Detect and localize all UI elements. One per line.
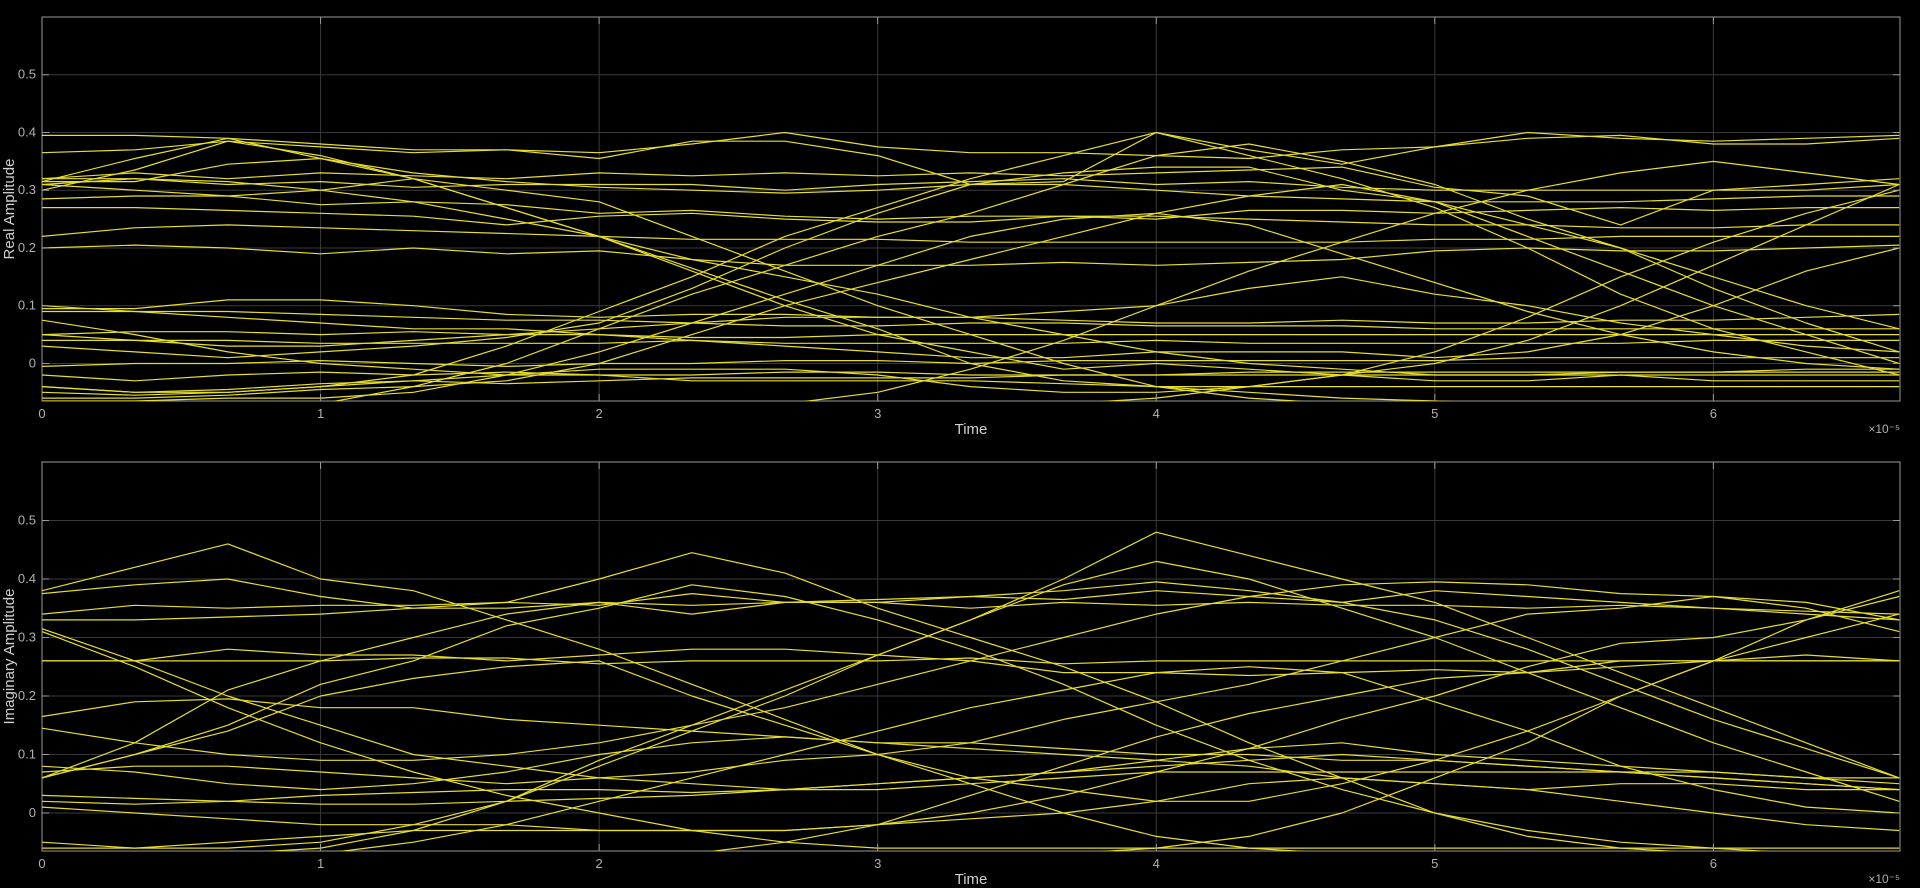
series-line xyxy=(42,178,1306,401)
series-line xyxy=(42,777,1900,849)
x-tick-label: 4 xyxy=(1153,406,1160,421)
y-tick-label: 0 xyxy=(29,355,36,370)
real-series-lines xyxy=(42,131,1900,401)
series-line xyxy=(42,276,1900,353)
x-tick-label: 2 xyxy=(596,856,603,871)
series-line xyxy=(42,319,1900,388)
x-tick-label: 5 xyxy=(1431,856,1438,871)
series-line xyxy=(42,581,1900,779)
series-line xyxy=(42,371,1900,382)
x-tick-label: 4 xyxy=(1153,856,1160,871)
imaginary-axes-ticks: 0 1 2 3 4 5 6 0 0.1 0.2 0.3 0.4 0.5 xyxy=(18,462,1900,871)
x-tick-label: 3 xyxy=(874,856,881,871)
imaginary-amplitude-axes[interactable]: 0 1 2 3 4 5 6 0 0.1 0.2 0.3 0.4 0.5 Imaginary Amplit… xyxy=(1,461,1901,888)
series-line xyxy=(42,590,1900,832)
series-line xyxy=(42,310,1900,330)
series-line xyxy=(42,581,1900,761)
series-line xyxy=(42,595,1900,785)
imaginary-x-exponent-label: ×10⁻⁵ xyxy=(1868,872,1900,886)
series-line xyxy=(42,212,1900,401)
series-line xyxy=(42,166,1900,226)
series-line xyxy=(1100,189,1900,401)
x-tick-label: 2 xyxy=(596,406,603,421)
series-line xyxy=(42,339,1900,344)
y-tick-label: 0.3 xyxy=(18,182,36,197)
series-line xyxy=(42,247,1900,359)
y-tick-label: 0.2 xyxy=(18,240,36,255)
x-tick-label: 5 xyxy=(1431,406,1438,421)
series-line xyxy=(42,753,1900,805)
x-tick-label: 3 xyxy=(874,406,881,421)
real-amplitude-axes[interactable]: 0 1 2 3 4 5 6 0 0.1 0.2 0.3 0.4 0.5 Real Amplitude T… xyxy=(1,16,1901,438)
imaginary-x-axis-label: Time xyxy=(955,871,988,888)
x-tick-label: 0 xyxy=(38,856,45,871)
series-line xyxy=(803,160,1900,401)
y-tick-label: 0.5 xyxy=(18,67,36,82)
real-x-axis-label: Time xyxy=(955,421,988,438)
series-line xyxy=(42,244,1900,266)
series-line xyxy=(42,224,1900,243)
real-y-axis-label: Real Amplitude xyxy=(1,159,18,260)
series-line xyxy=(42,131,1900,396)
imaginary-series-lines xyxy=(42,531,1900,851)
y-tick-label: 0.2 xyxy=(18,688,36,703)
y-tick-label: 0.1 xyxy=(18,298,36,313)
series-line xyxy=(42,178,1900,191)
series-line xyxy=(42,631,1900,849)
series-line xyxy=(42,736,1900,791)
x-tick-label: 6 xyxy=(1710,406,1717,421)
series-line xyxy=(1100,613,1900,851)
series-line xyxy=(264,531,1900,851)
imaginary-axes-frame xyxy=(41,461,1901,852)
real-x-exponent-label: ×10⁻⁵ xyxy=(1868,422,1900,436)
y-tick-label: 0.4 xyxy=(18,124,36,139)
x-tick-label: 1 xyxy=(317,856,324,871)
series-line xyxy=(42,592,1900,615)
real-axes-frame xyxy=(41,16,1901,402)
x-tick-label: 0 xyxy=(38,406,45,421)
imaginary-y-axis-label: Imaginary Amplitude xyxy=(1,589,18,725)
series-line xyxy=(42,183,1900,399)
series-line xyxy=(710,654,1900,851)
series-line xyxy=(42,207,1900,229)
x-tick-label: 1 xyxy=(317,406,324,421)
series-line xyxy=(42,166,1900,359)
series-line xyxy=(42,195,1900,220)
series-line xyxy=(42,357,1900,367)
series-line xyxy=(338,666,1900,851)
y-tick-label: 0.1 xyxy=(18,746,36,761)
series-line xyxy=(42,552,1677,851)
x-tick-label: 6 xyxy=(1710,856,1717,871)
series-line xyxy=(332,143,1900,401)
real-axes-ticks: 0 1 2 3 4 5 6 0 0.1 0.2 0.3 0.4 0.5 xyxy=(18,17,1900,421)
series-line xyxy=(42,628,1900,791)
y-tick-label: 0 xyxy=(29,805,36,820)
series-line xyxy=(42,584,1770,851)
y-tick-label: 0.4 xyxy=(18,571,36,586)
y-tick-label: 0.3 xyxy=(18,629,36,644)
real-axes-grid xyxy=(42,17,1900,401)
y-tick-label: 0.5 xyxy=(18,512,36,527)
